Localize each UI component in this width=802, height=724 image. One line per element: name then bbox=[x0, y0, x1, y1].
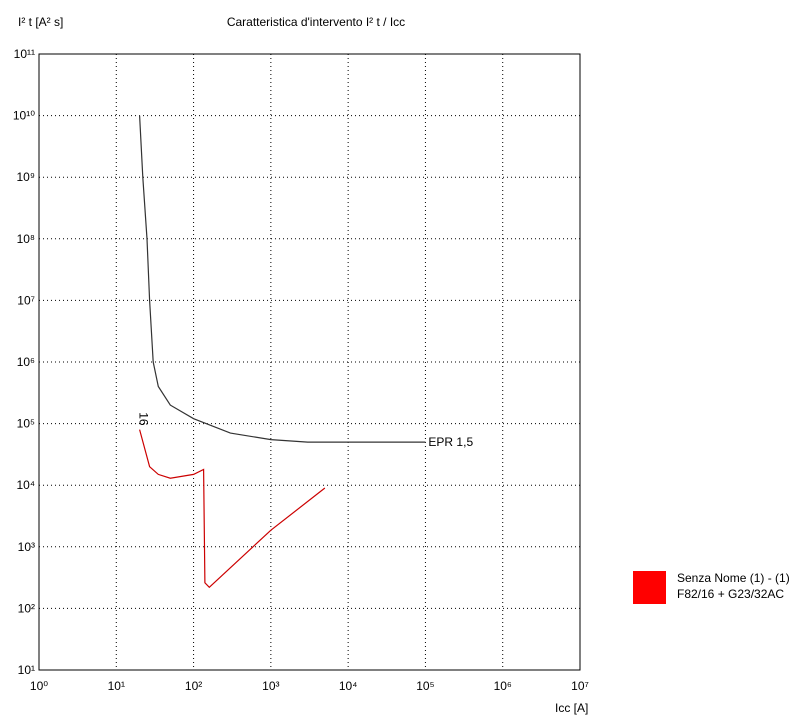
chart-title: Caratteristica d'intervento I² t / Icc bbox=[227, 15, 405, 29]
x-tick-label: 10¹ bbox=[108, 679, 125, 693]
y-tick-label: 10⁶ bbox=[17, 355, 35, 369]
y-tick-label: 10⁷ bbox=[17, 293, 35, 307]
x-tick-label: 10³ bbox=[262, 679, 279, 693]
y-tick-label: 10⁴ bbox=[16, 478, 35, 492]
x-tick-label: 10² bbox=[185, 679, 202, 693]
curve-label: 16 bbox=[137, 412, 151, 426]
x-tick-label: 10⁶ bbox=[494, 679, 512, 693]
y-axis-label: I² t [A² s] bbox=[18, 15, 63, 29]
y-tick-label: 10¹ bbox=[18, 663, 35, 677]
y-tick-label: 10² bbox=[18, 601, 35, 615]
x-axis-label: Icc [A] bbox=[555, 701, 588, 715]
y-tick-label: 10¹¹ bbox=[14, 47, 35, 61]
x-tick-label: 10⁰ bbox=[30, 679, 48, 693]
legend-swatch bbox=[633, 571, 666, 604]
y-tick-label: 10⁹ bbox=[17, 170, 36, 184]
y-tick-label: 10¹⁰ bbox=[13, 109, 35, 123]
series-line bbox=[139, 429, 326, 589]
series-line bbox=[139, 115, 426, 443]
curve-label: EPR 1,5 bbox=[428, 435, 473, 449]
x-tick-label: 10⁵ bbox=[416, 679, 434, 693]
x-tick-label: 10⁴ bbox=[339, 679, 358, 693]
legend-text: F82/16 + G23/32AC bbox=[677, 587, 784, 601]
y-tick-label: 10³ bbox=[18, 540, 35, 554]
legend-text: Senza Nome (1) - (1) bbox=[677, 571, 790, 585]
y-tick-label: 10⁵ bbox=[17, 417, 35, 431]
y-tick-label: 10⁸ bbox=[17, 232, 35, 246]
x-tick-label: 10⁷ bbox=[571, 679, 589, 693]
